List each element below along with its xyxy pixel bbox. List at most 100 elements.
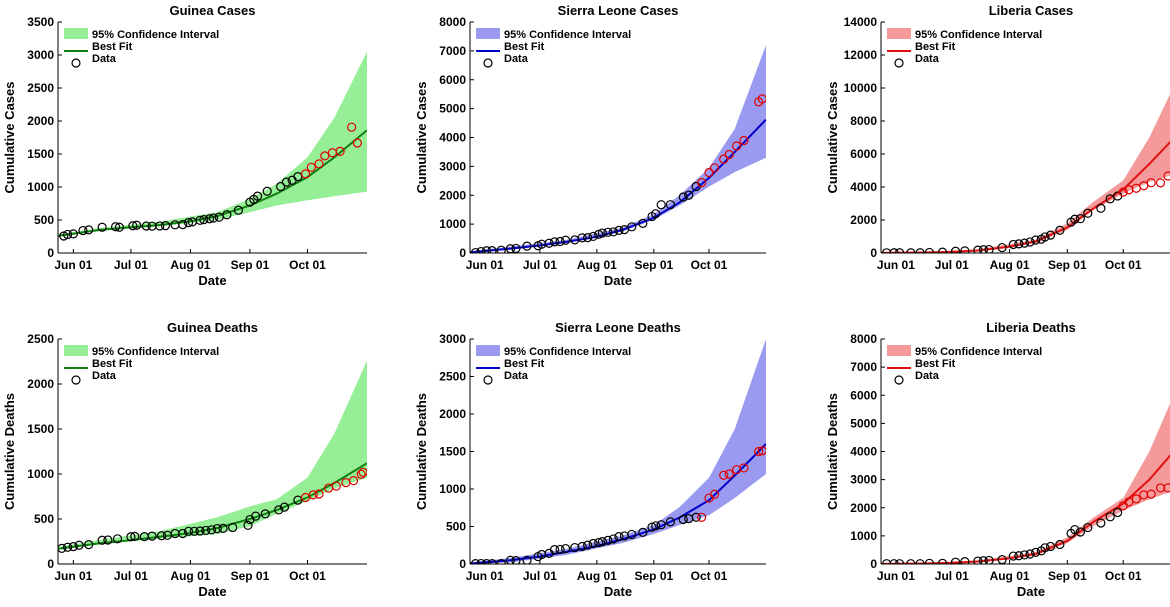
data-point bbox=[588, 538, 598, 549]
data-point bbox=[1105, 512, 1115, 522]
heldout-data-point bbox=[358, 467, 367, 477]
data-point bbox=[253, 191, 263, 201]
chart-title: Guinea Deaths bbox=[167, 320, 258, 335]
y-tick-label: 8000 bbox=[850, 332, 877, 346]
data-point bbox=[1019, 550, 1030, 560]
x-tick-label: Oct 01 bbox=[289, 569, 326, 583]
heldout-data-point bbox=[348, 476, 359, 486]
x-tick-label: Jul 01 bbox=[523, 569, 557, 583]
x-tick-label: Sep 01 bbox=[1048, 258, 1087, 272]
best-fit-line bbox=[881, 140, 1170, 253]
data-point bbox=[583, 540, 593, 550]
data-point bbox=[984, 244, 994, 253]
data-point bbox=[665, 517, 675, 527]
y-tick-label: 1500 bbox=[27, 147, 54, 161]
x-tick-label: Aug 01 bbox=[990, 569, 1030, 583]
legend-label: 95% Confidence Interval bbox=[92, 346, 219, 358]
legend-swatch-marker bbox=[483, 375, 493, 385]
x-tick-label: Jun 01 bbox=[466, 569, 504, 583]
y-tick-label: 1000 bbox=[27, 180, 54, 194]
data-point bbox=[627, 529, 637, 540]
x-tick-label: Oct 01 bbox=[1105, 258, 1142, 272]
data-point bbox=[978, 556, 989, 564]
y-tick-label: 2000 bbox=[27, 377, 54, 391]
data-point bbox=[544, 238, 554, 248]
y-tick-label: 0 bbox=[459, 246, 466, 260]
y-tick-label: 12000 bbox=[844, 48, 878, 62]
heldout-data-point bbox=[704, 167, 714, 178]
x-axis-label: Date bbox=[604, 273, 632, 288]
data-point bbox=[594, 537, 604, 548]
data-point bbox=[110, 222, 121, 232]
data-point bbox=[212, 523, 222, 534]
legend-swatch-marker bbox=[71, 58, 81, 68]
data-point bbox=[973, 556, 983, 564]
y-tick-label: 4000 bbox=[850, 180, 877, 194]
data-point bbox=[1083, 522, 1093, 533]
confidence-band bbox=[58, 51, 367, 237]
heldout-data-point bbox=[1139, 181, 1149, 191]
data-point bbox=[1040, 543, 1050, 553]
chart-panel-5: 0 500 1000 1500 2000 2500 3000 Jun 01 Jul 01 Aug … bbox=[414, 320, 766, 599]
legend-label: 95% Confidence Interval bbox=[504, 346, 631, 358]
legend-swatch-band bbox=[887, 345, 911, 356]
heldout-data-point bbox=[757, 94, 766, 104]
data-point bbox=[691, 512, 701, 522]
data-point bbox=[281, 177, 291, 187]
data-point bbox=[583, 233, 593, 243]
data-point bbox=[481, 246, 492, 253]
data-point bbox=[141, 221, 151, 231]
plot-area bbox=[58, 51, 367, 241]
chart-panel-3: 0 2000 4000 6000 8000 10000 12000 14000 Jun 01 Ju… bbox=[825, 3, 1170, 288]
chart-panel-1: 0 500 1000 1500 2000 2500 3000 3500 Jun 01 Jul 01… bbox=[2, 3, 367, 288]
data-point bbox=[638, 218, 648, 228]
data-point bbox=[128, 221, 138, 231]
best-fit-line bbox=[881, 454, 1170, 564]
data-point bbox=[126, 532, 136, 542]
x-tick-label: Jun 01 bbox=[466, 258, 504, 272]
y-axis-label: Cumulative Deaths bbox=[2, 393, 17, 510]
data-point bbox=[78, 225, 88, 236]
data-point bbox=[597, 537, 607, 547]
data-point bbox=[960, 557, 970, 564]
data-point bbox=[627, 222, 637, 232]
heldout-data-point bbox=[1146, 489, 1156, 499]
data-point bbox=[260, 509, 270, 519]
data-point bbox=[588, 231, 598, 242]
heldout-data-point bbox=[709, 489, 720, 499]
x-axis-label: Date bbox=[198, 273, 226, 288]
x-tick-label: Aug 01 bbox=[577, 569, 617, 583]
heldout-data-point bbox=[739, 463, 749, 473]
data-point bbox=[97, 222, 107, 232]
y-tick-label: 1000 bbox=[27, 467, 54, 481]
confidence-band bbox=[881, 94, 1170, 253]
heldout-data-point bbox=[757, 446, 766, 456]
heldout-data-point bbox=[352, 138, 363, 148]
data-point bbox=[603, 535, 613, 545]
data-point bbox=[924, 558, 935, 564]
y-tick-label: 4000 bbox=[850, 445, 877, 459]
data-point bbox=[183, 218, 194, 228]
data-point bbox=[614, 532, 624, 542]
y-tick-label: 1000 bbox=[439, 217, 466, 231]
data-point bbox=[1096, 203, 1106, 213]
data-point bbox=[924, 247, 935, 253]
legend-label: Best Fit bbox=[915, 358, 956, 370]
data-point bbox=[1014, 551, 1024, 561]
legend-label: Best Fit bbox=[92, 41, 133, 53]
y-tick-label: 3000 bbox=[439, 332, 466, 346]
data-point bbox=[218, 523, 228, 533]
heldout-data-point bbox=[731, 141, 742, 151]
data-point bbox=[937, 558, 948, 564]
chart-panel-2: 0 1000 2000 3000 4000 5000 6000 7000 8000 Jun 01 J… bbox=[414, 3, 766, 288]
x-tick-label: Aug 01 bbox=[170, 569, 210, 583]
data-point bbox=[1008, 551, 1018, 561]
data-point bbox=[251, 511, 261, 521]
legend-label: Best Fit bbox=[504, 358, 545, 370]
heldout-data-point bbox=[308, 490, 318, 500]
heldout-data-point bbox=[306, 162, 316, 172]
data-point bbox=[74, 540, 84, 550]
